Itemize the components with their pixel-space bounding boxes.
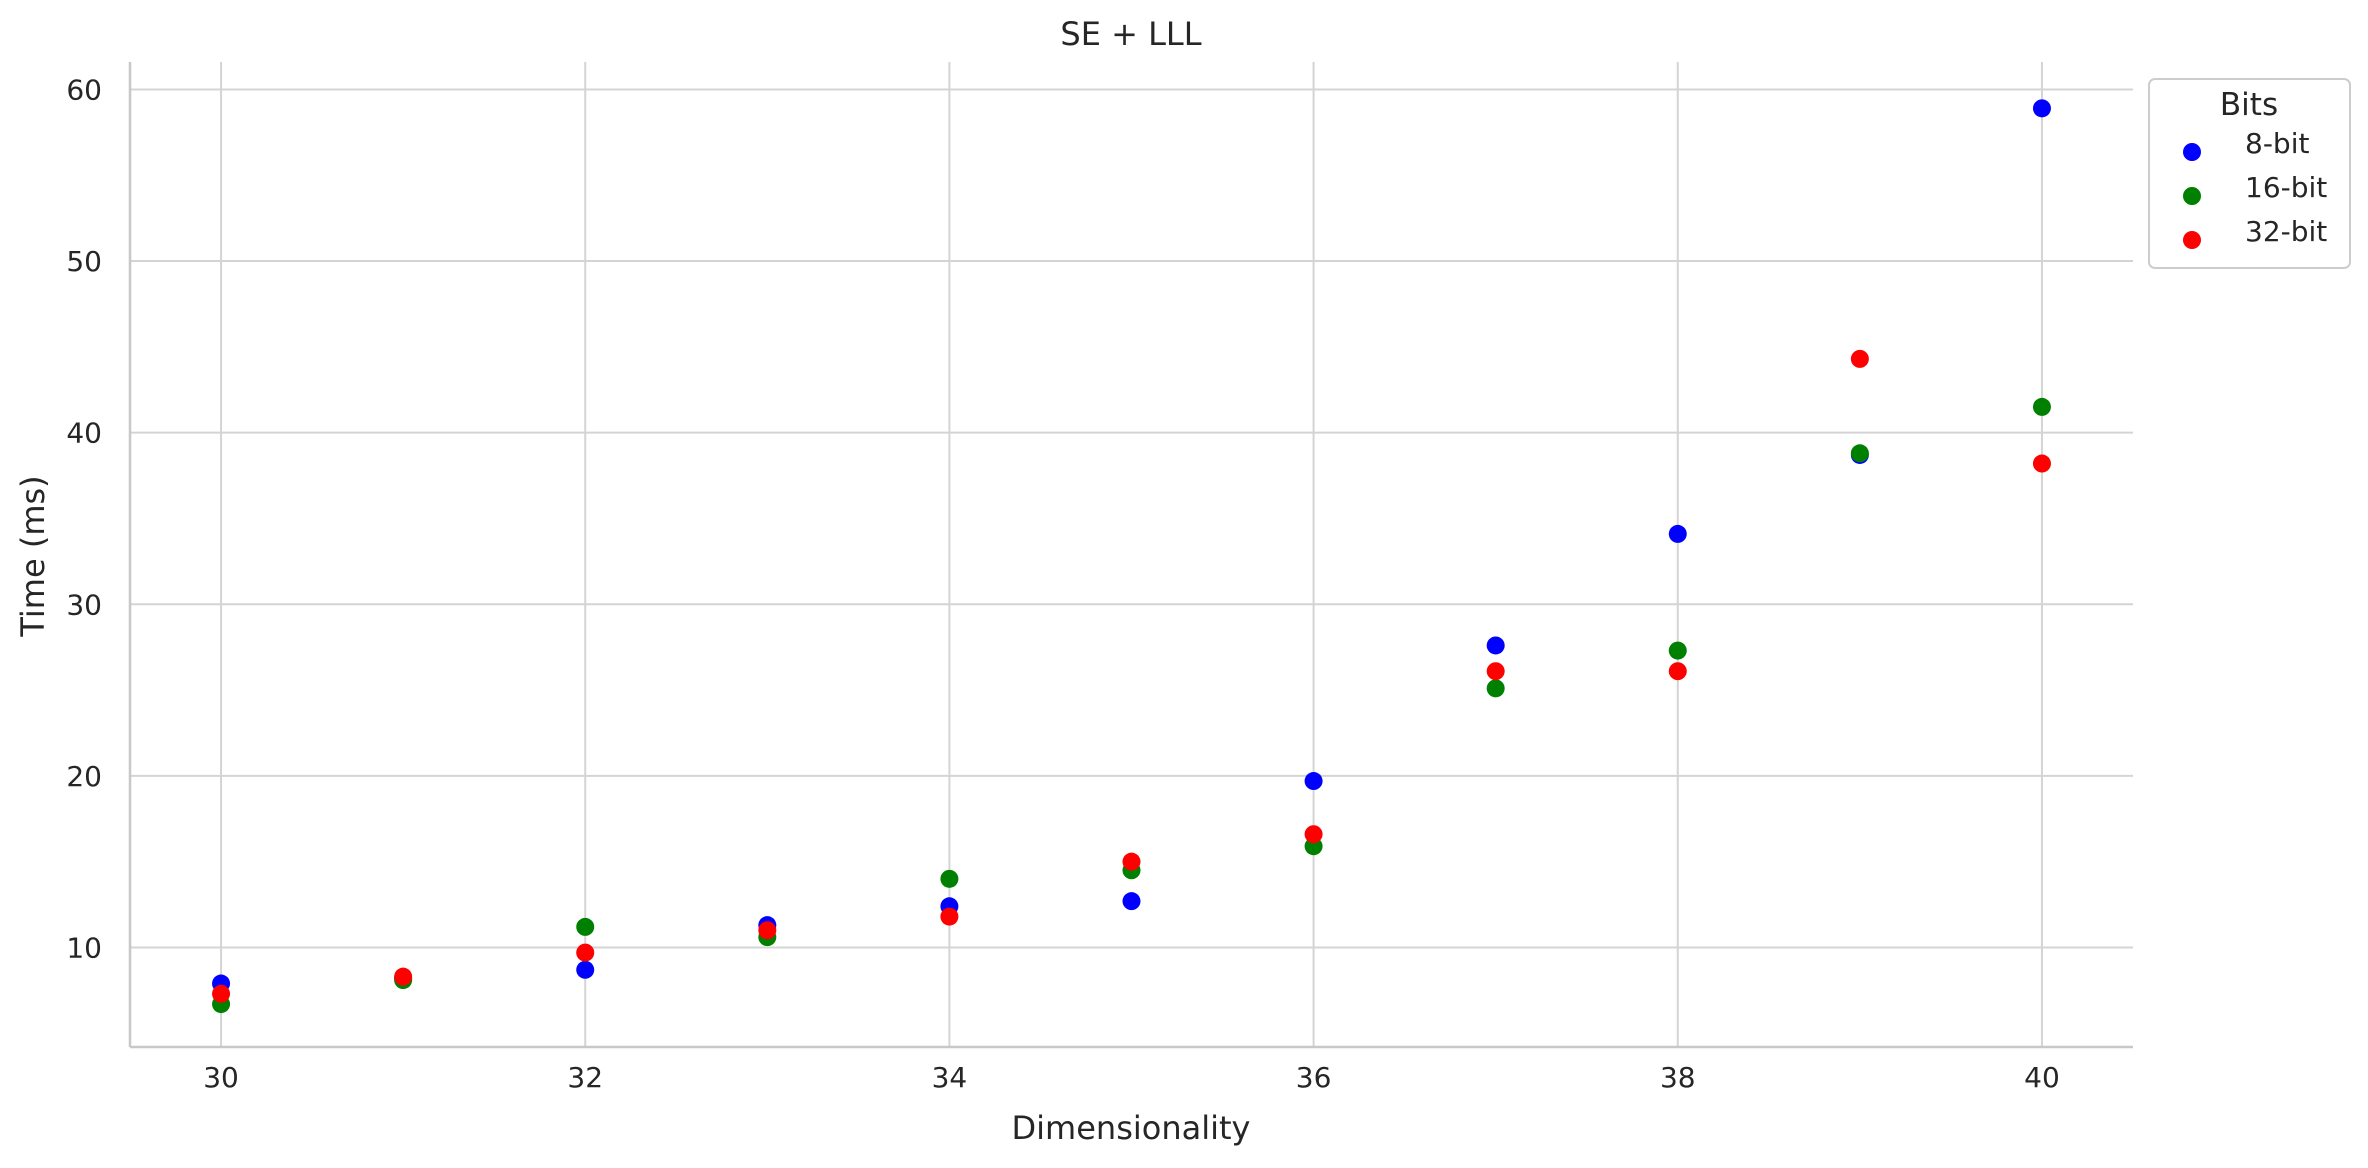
- y-tick-label: 30: [66, 588, 102, 621]
- x-tick-label: 34: [932, 1061, 968, 1094]
- x-tick-label: 36: [1296, 1061, 1332, 1094]
- data-point: [758, 921, 777, 940]
- chart-title: SE + LLL: [1060, 15, 1201, 53]
- x-tick-label: 38: [1660, 1061, 1696, 1094]
- legend-label: 16-bit: [2245, 171, 2327, 204]
- data-point: [576, 917, 595, 936]
- legend-marker: [2183, 231, 2201, 249]
- series-32-bit: [212, 349, 2051, 1003]
- legend-label: 8-bit: [2245, 127, 2309, 160]
- y-tick-label: 20: [66, 760, 102, 793]
- x-tick-label: 32: [567, 1061, 603, 1094]
- data-point: [212, 984, 231, 1003]
- grid-lines: [130, 62, 2133, 1047]
- data-point: [940, 869, 959, 888]
- legend-items: 8-bit 16-bit 32-bit: [2183, 127, 2327, 249]
- data-point: [1668, 662, 1687, 681]
- data-point: [1668, 524, 1687, 543]
- data-point: [1668, 641, 1687, 660]
- data-point: [1486, 679, 1505, 698]
- data-point: [1304, 772, 1323, 791]
- y-tick-label: 10: [66, 931, 102, 964]
- legend-frame: [2148, 78, 2351, 269]
- y-tick-labels: 10 20 30 40 50 60: [66, 73, 102, 964]
- axes-spines: [128, 62, 2133, 1049]
- data-point: [576, 943, 595, 962]
- data-point: [1486, 662, 1505, 681]
- data-point: [1122, 892, 1141, 911]
- legend-title: Bits: [2220, 87, 2278, 123]
- legend-label: 32-bit: [2245, 215, 2327, 248]
- data-point: [1122, 852, 1141, 871]
- legend: Bits 8-bit 16-bit 32-bit: [2148, 78, 2351, 269]
- data-point: [576, 960, 595, 979]
- data-point: [1304, 825, 1323, 844]
- series-16-bit: [212, 397, 2051, 1014]
- y-tick-label: 40: [66, 417, 102, 450]
- y-tick-label: 50: [66, 245, 102, 278]
- x-axis-label: Dimensionality: [1012, 1109, 1251, 1147]
- data-point: [940, 907, 959, 926]
- x-tick-label: 40: [2024, 1061, 2060, 1094]
- y-tick-label: 60: [66, 73, 102, 106]
- y-axis-label: Time (ms): [14, 475, 52, 637]
- data-points: [212, 99, 2051, 1014]
- data-point: [2032, 397, 2051, 416]
- legend-marker: [2183, 187, 2201, 205]
- data-point: [2032, 454, 2051, 473]
- x-tick-labels: 30 32 34 36 38 40: [203, 1061, 2060, 1094]
- legend-marker: [2183, 143, 2201, 161]
- data-point: [2032, 99, 2051, 118]
- data-point: [1850, 349, 1869, 368]
- data-point: [1486, 636, 1505, 655]
- data-point: [1850, 444, 1869, 463]
- data-point: [394, 967, 413, 986]
- x-tick-label: 30: [203, 1061, 239, 1094]
